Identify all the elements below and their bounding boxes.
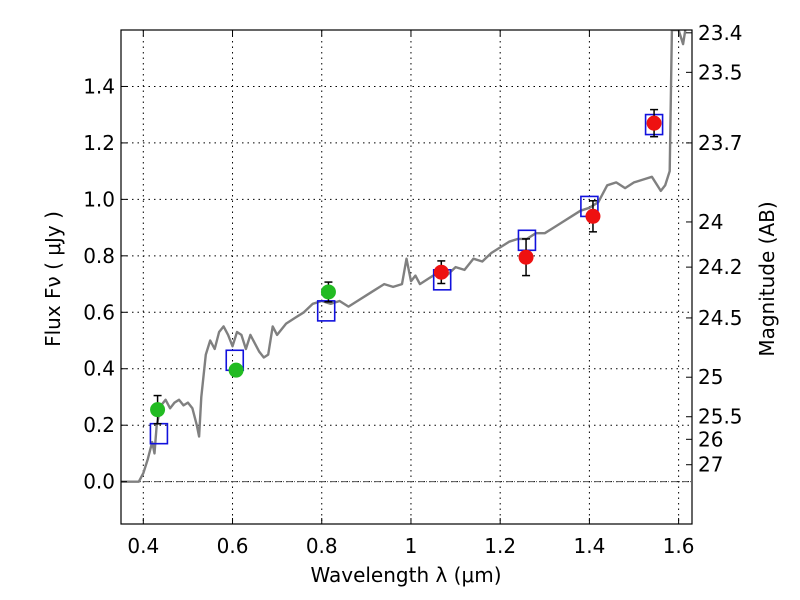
template-spectrum-line <box>121 30 687 483</box>
x-tick-label: 1.2 <box>484 534 516 558</box>
y-axis-label: Flux Fν ( μJy ) <box>41 211 65 347</box>
magnitude-tick-label: 25.5 <box>698 405 743 429</box>
model-flux-box <box>316 300 336 322</box>
magnitude-tick-label: 23.4 <box>698 21 743 45</box>
green-photometry-point <box>150 402 166 418</box>
magnitude-tick-label: 24.5 <box>698 306 743 330</box>
green-photometry-point <box>228 362 244 378</box>
y-tick-label: 0.0 <box>83 470 115 494</box>
y-tick-label: 0.6 <box>83 300 115 324</box>
plot-frame <box>120 29 693 525</box>
x-tick-label: 1 <box>405 534 418 558</box>
magnitude-tick-label: 23.7 <box>698 131 743 155</box>
magnitude-tick-label: 23.5 <box>698 60 743 84</box>
magnitude-tick-label: 27 <box>698 453 723 477</box>
model-flux-box <box>517 229 537 252</box>
magnitude-axis-label: Magnitude (AB) <box>755 201 779 356</box>
plot-area <box>121 30 687 483</box>
red-photometry-point <box>585 208 601 224</box>
x-tick-label: 0.4 <box>127 534 159 558</box>
y-tick-label: 1.0 <box>83 187 115 211</box>
y-tick-label: 0.8 <box>83 244 115 268</box>
x-tick-label: 1.4 <box>573 534 605 558</box>
x-tick-label: 0.6 <box>217 534 249 558</box>
y-tick-label: 0.4 <box>83 357 115 381</box>
x-tick-label: 0.8 <box>306 534 338 558</box>
grid-lines <box>121 30 692 524</box>
magnitude-tick-label: 24.2 <box>698 255 743 279</box>
red-photometry-point <box>518 249 534 265</box>
model-flux-box <box>149 422 169 445</box>
y-tick-label: 0.2 <box>83 413 115 437</box>
magnitude-tick-label: 26 <box>698 427 723 451</box>
red-photometry-point <box>433 264 449 280</box>
green-photometry-point <box>320 284 336 300</box>
magnitude-tick-label: 24 <box>698 210 723 234</box>
plot-clipped-area <box>121 30 687 483</box>
y-tick-label: 1.2 <box>83 131 115 155</box>
magnitude-tick-label: 25 <box>698 365 723 389</box>
y-tick-label: 1.4 <box>83 74 115 98</box>
x-axis: 0.4 0.6 0.8 1 1.2 1.4 1.6 <box>127 30 695 558</box>
red-photometry-point <box>646 115 662 131</box>
x-axis-label: Wavelength λ (μm) <box>310 563 501 587</box>
x-tick-label: 1.6 <box>663 534 695 558</box>
y-axis: 0.0 0.2 0.4 0.6 0.8 1.0 1.2 1.4 <box>83 74 127 494</box>
